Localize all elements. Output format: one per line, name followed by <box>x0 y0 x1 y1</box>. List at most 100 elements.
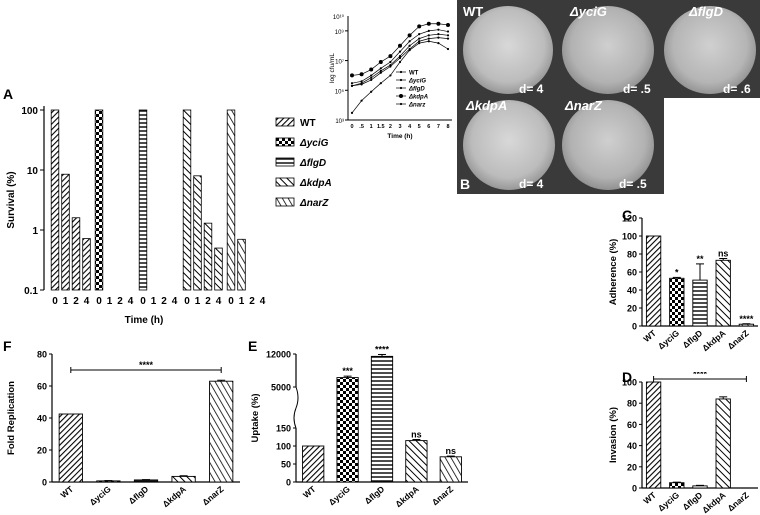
x-tick-label: ΔnarZ <box>725 490 750 513</box>
bar-flgd <box>133 479 159 483</box>
inset-series-kdpa <box>351 23 449 76</box>
inset-legend-label: ΔflgD <box>408 87 425 93</box>
bar-flgd <box>692 279 708 327</box>
inset-point-narz <box>398 60 402 64</box>
inset-point-wt <box>418 33 421 36</box>
panel-label-b: B <box>460 176 471 192</box>
inset-x-axis-label: Time (h) <box>387 133 412 140</box>
bar-kdpa <box>171 475 196 483</box>
x-tick-label: 1 <box>63 296 69 307</box>
x-tick-label: 0 <box>96 296 102 307</box>
inset-legend-label: ΔyciG <box>408 79 426 85</box>
inset-point-kdpa <box>369 67 374 72</box>
bar-flgd <box>138 109 148 291</box>
inset-point-kdpa <box>436 21 441 26</box>
x-tick-label: ΔyciG <box>327 484 353 508</box>
inset-point-wt <box>427 29 430 32</box>
inset-point-kdpa <box>417 24 422 29</box>
bar-ycig <box>336 377 359 483</box>
plate-label-kdpa: ΔkdpA <box>466 98 508 113</box>
inset-point-narz <box>389 74 392 77</box>
x-tick-label: 4 <box>172 296 178 307</box>
bar-wt <box>58 413 83 483</box>
plate-empty-cell <box>664 98 760 194</box>
legend-swatch <box>275 157 295 167</box>
inset-point-narz <box>427 40 430 43</box>
legend-label: ΔkdpA <box>299 178 332 189</box>
y-tick-label: 1 <box>32 226 38 237</box>
inset-point-wt <box>389 60 392 64</box>
inset-point-kdpa <box>407 33 412 38</box>
bar-kdpa <box>405 440 428 483</box>
panel-label-d: D <box>622 369 633 385</box>
plate-dish-kdpa <box>463 100 555 190</box>
x-tick-label: ΔkdpA <box>700 490 727 515</box>
plate-label-narz: ΔnarZ <box>565 98 602 113</box>
inset-point-narz <box>360 99 363 102</box>
panel-label-f: F <box>3 338 12 354</box>
significance-label: *** <box>342 366 353 376</box>
significance-label: ns <box>411 430 422 440</box>
bar-ycig <box>669 277 685 327</box>
inset-legend-label: ΔkdpA <box>408 95 428 101</box>
x-tick-label: 2 <box>117 296 123 307</box>
plate-d-narz: d= .5 <box>619 177 647 191</box>
x-tick-label: 2 <box>205 296 211 307</box>
y-tick-label: 50 <box>281 460 291 470</box>
x-tick-label: WT <box>59 483 76 500</box>
y-tick-label: 0 <box>632 484 637 494</box>
legend-swatch <box>275 197 295 207</box>
inset-point-wt <box>408 40 411 43</box>
x-tick-label: 2 <box>73 296 79 307</box>
x-tick-label: ΔyciG <box>87 484 113 508</box>
x-tick-label: 1 <box>151 296 157 307</box>
plate-dish-wt <box>463 6 553 94</box>
y-tick-label: 0 <box>632 322 637 332</box>
inset-point-wt <box>379 67 382 70</box>
inset-point-ycig <box>408 44 411 47</box>
plate-dish-ycig <box>562 6 654 94</box>
x-tick-label: ΔnarZ <box>200 484 225 507</box>
y-tick-label: 120 <box>622 214 637 224</box>
y-axis-label: Fold Replication <box>6 381 17 455</box>
legend-swatch <box>275 117 295 127</box>
inset-legend-marker <box>399 102 403 106</box>
uptake-bar-chart: 0 50 100 150 5000 12000 Uptake (%) WT *** ΔyciG **… <box>250 344 468 509</box>
x-tick-label: ΔflgD <box>363 484 387 506</box>
y-tick-label: 80 <box>37 350 47 360</box>
significance-label: **** <box>139 360 154 370</box>
y-tick-label: 150 <box>276 424 291 434</box>
legend-label: ΔflgD <box>299 158 326 169</box>
y-tick-label: 20 <box>627 304 637 314</box>
x-tick-label: 0 <box>140 296 146 307</box>
inset-x-tick-label: 8 <box>446 124 449 130</box>
inset-point-narz <box>408 49 411 52</box>
y-tick-label: 100 <box>21 106 38 117</box>
y-tick-label: 20 <box>37 446 47 456</box>
bar-narz <box>738 323 755 327</box>
significance-label: **** <box>739 314 754 324</box>
plate-d-ycig: d= .5 <box>623 82 651 96</box>
inset-point-narz <box>350 111 354 115</box>
fold-replication-bar-chart: 0 20 40 60 80 Fold Replication WT ΔyciG ΔflgD Δkd… <box>6 350 240 509</box>
inset-point-wt <box>437 28 440 31</box>
inset-point-flgd <box>398 56 402 60</box>
x-tick-label: 1 <box>239 296 245 307</box>
inset-point-narz <box>437 41 440 45</box>
inset-point-flgd <box>446 37 450 40</box>
inset-legend-label: WT <box>409 71 419 77</box>
y-tick-label: 40 <box>37 414 47 424</box>
inset-point-ycig <box>446 34 450 37</box>
y-axis-label: Adherence (%) <box>608 239 619 306</box>
inset-point-kdpa <box>350 73 354 78</box>
bar-wt <box>645 381 662 489</box>
inset-legend-label: Δnarz <box>408 103 425 109</box>
bar-wt <box>302 445 325 483</box>
inset-point-flgd <box>379 71 382 74</box>
y-tick-label: 40 <box>627 441 637 451</box>
y-axis-label: Invasion (%) <box>608 407 619 463</box>
inset-y-tick-label: 10¹⁰ <box>333 14 345 21</box>
x-tick-label: 4 <box>128 296 134 307</box>
